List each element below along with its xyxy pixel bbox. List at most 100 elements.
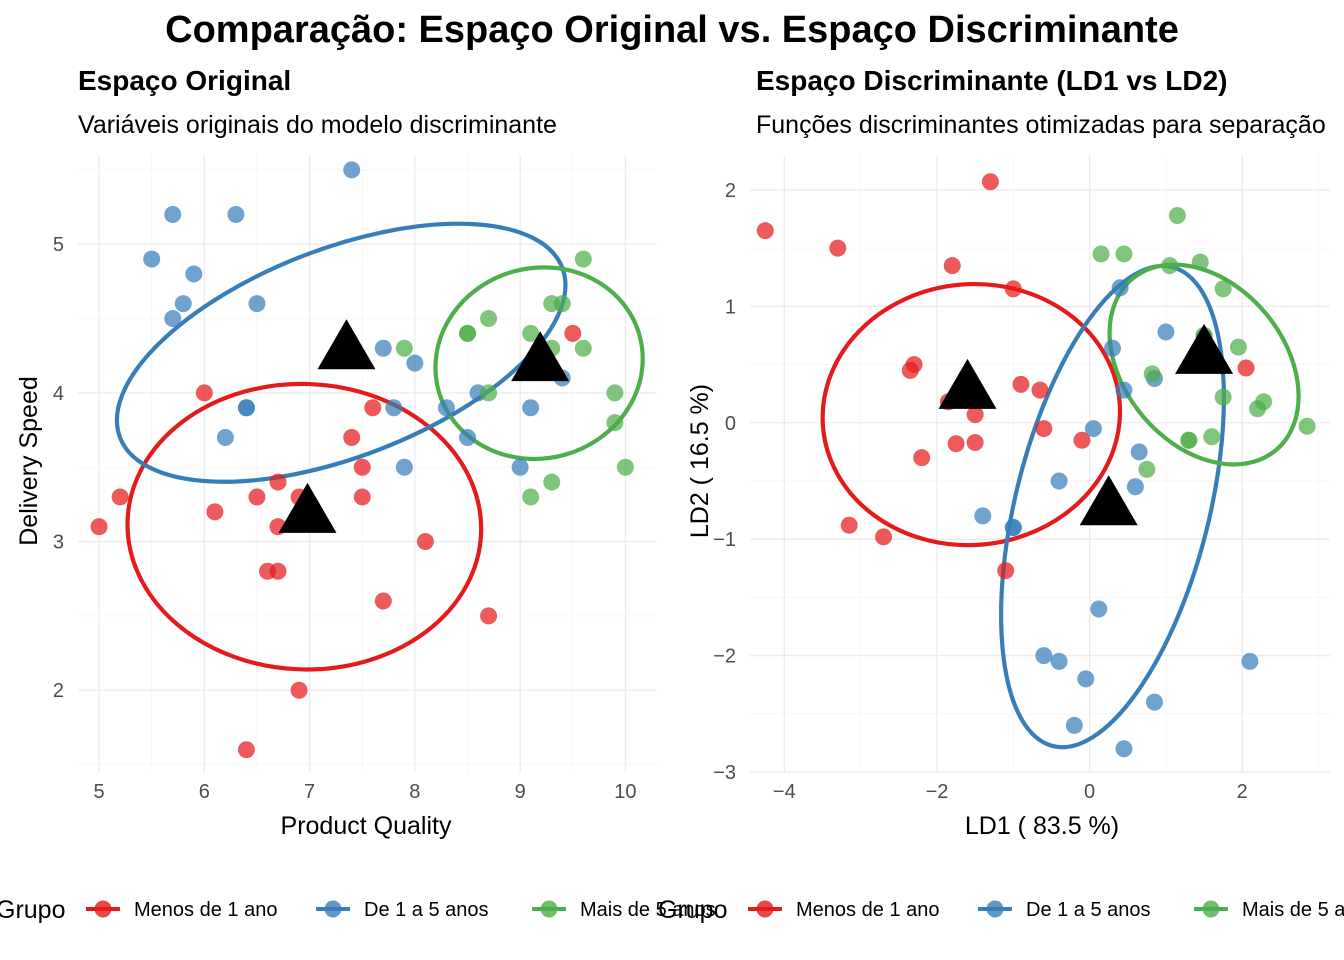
legend-key-point xyxy=(756,900,774,918)
point-menos-de-1-ano xyxy=(943,257,961,275)
point-de-1-a-5-anos xyxy=(395,458,413,476)
y-tick-label: 3 xyxy=(53,532,64,554)
point-mais-de-5-anos xyxy=(1229,338,1247,356)
ellipse-menos-de-1-ano xyxy=(820,281,1123,548)
point-de-1-a-5-anos xyxy=(164,205,182,223)
centroid-de-1-a-5-anos xyxy=(1079,475,1138,526)
point-mais-de-5-anos xyxy=(480,384,498,402)
point-mais-de-5-anos xyxy=(1143,365,1161,383)
point-de-1-a-5-anos xyxy=(1111,279,1129,297)
panel-original: Espaço Original Variáveis originais do m… xyxy=(15,65,657,840)
point-menos-de-1-ano xyxy=(364,399,382,417)
point-de-1-a-5-anos xyxy=(1065,716,1083,734)
point-de-1-a-5-anos xyxy=(1084,420,1102,438)
legend-item-menos-de-1-ano: Menos de 1 ano xyxy=(86,899,277,921)
point-mais-de-5-anos xyxy=(1115,245,1133,263)
point-menos-de-1-ano xyxy=(1004,280,1022,298)
y-tick-label: 4 xyxy=(53,383,64,405)
point-menos-de-1-ano xyxy=(966,406,984,424)
legend-title: Grupo xyxy=(0,896,65,924)
legend-key-point xyxy=(324,900,342,918)
point-de-1-a-5-anos xyxy=(1115,740,1133,758)
ellipses-original xyxy=(114,221,645,672)
point-de-1-a-5-anos xyxy=(164,310,182,328)
y-tick-label: 5 xyxy=(53,234,64,256)
y-ticks-discriminant: −3 −2 −1 0 1 2 xyxy=(713,180,736,784)
point-de-1-a-5-anos xyxy=(974,507,992,525)
legend-item-mais-de-5-anos: Mais de 5 anos xyxy=(532,899,716,921)
point-menos-de-1-ano xyxy=(353,458,371,476)
point-menos-de-1-ano xyxy=(1035,420,1053,438)
point-de-1-a-5-anos xyxy=(1126,478,1144,496)
y-tick-label: 2 xyxy=(53,680,64,702)
x-tick-label: 7 xyxy=(304,781,315,803)
point-mais-de-5-anos xyxy=(1180,431,1198,449)
point-de-1-a-5-anos xyxy=(1157,323,1175,341)
point-de-1-a-5-anos xyxy=(237,399,255,417)
point-de-1-a-5-anos xyxy=(374,339,392,357)
y-axis-label-discriminant: LD2 ( 16.5 %) xyxy=(686,384,714,538)
legend-label: De 1 a 5 anos xyxy=(364,899,489,921)
point-menos-de-1-ano xyxy=(269,562,287,580)
x-ticks-discriminant: −4 −2 0 2 xyxy=(773,781,1248,803)
point-menos-de-1-ano xyxy=(1073,431,1091,449)
figure-title: Comparação: Espaço Original vs. Espaço D… xyxy=(165,9,1179,51)
point-menos-de-1-ano xyxy=(1012,375,1030,393)
y-tick-label: −2 xyxy=(713,646,736,668)
point-mais-de-5-anos xyxy=(1138,460,1156,478)
point-de-1-a-5-anos xyxy=(143,250,161,268)
centroid-mais-de-5-anos xyxy=(1175,323,1234,374)
point-menos-de-1-ano xyxy=(206,503,224,521)
point-mais-de-5-anos xyxy=(1092,245,1110,263)
point-menos-de-1-ano xyxy=(997,562,1015,580)
legend-key-point xyxy=(1202,900,1220,918)
legend-label: Mais de 5 anos xyxy=(1242,899,1344,921)
point-de-1-a-5-anos xyxy=(1090,600,1108,618)
point-de-1-a-5-anos xyxy=(1050,652,1068,670)
y-tick-label: −3 xyxy=(713,762,736,784)
ellipses-discriminant xyxy=(820,262,1301,750)
point-mais-de-5-anos xyxy=(553,295,571,313)
x-tick-label: 8 xyxy=(409,781,420,803)
panel-subtitle-original: Variáveis originais do modelo discrimina… xyxy=(78,111,557,139)
ellipse-mais-de-5-anos xyxy=(433,265,645,462)
point-menos-de-1-ano xyxy=(416,533,434,551)
y-axis-label-original: Delivery Speed xyxy=(15,376,43,546)
point-menos-de-1-ano xyxy=(905,356,923,374)
legend-key-point xyxy=(94,900,112,918)
point-de-1-a-5-anos xyxy=(437,399,455,417)
point-menos-de-1-ano xyxy=(269,473,287,491)
y-tick-label: 2 xyxy=(725,180,736,202)
centroid-menos-de-1-ano xyxy=(938,358,997,409)
point-de-1-a-5-anos xyxy=(1050,472,1068,490)
point-menos-de-1-ano xyxy=(343,428,361,446)
legend-title: Grupo xyxy=(658,896,727,924)
centroid-mais-de-5-anos xyxy=(511,331,570,382)
x-ticks-original: 5 6 7 8 9 10 xyxy=(93,781,636,803)
legend-original: Grupo Menos de 1 ano De 1 a 5 anos Mais de … xyxy=(0,896,716,924)
point-de-1-a-5-anos xyxy=(511,458,529,476)
point-mais-de-5-anos xyxy=(522,488,540,506)
x-tick-label: 0 xyxy=(1084,781,1095,803)
panel-title-original: Espaço Original xyxy=(78,65,291,96)
x-tick-label: 9 xyxy=(515,781,526,803)
point-de-1-a-5-anos xyxy=(343,161,361,179)
point-mais-de-5-anos xyxy=(1298,417,1316,435)
x-tick-label: 2 xyxy=(1237,781,1248,803)
point-menos-de-1-ano xyxy=(875,528,893,546)
point-mais-de-5-anos xyxy=(395,339,413,357)
legend-item-de-1-a-5-anos: De 1 a 5 anos xyxy=(978,899,1151,921)
x-axis-label-original: Product Quality xyxy=(281,812,452,840)
point-menos-de-1-ano xyxy=(290,681,308,699)
point-menos-de-1-ano xyxy=(353,488,371,506)
y-tick-label: −1 xyxy=(713,529,736,551)
y-ticks-original: 2 3 4 5 xyxy=(53,234,64,702)
point-menos-de-1-ano xyxy=(374,592,392,610)
centroid-menos-de-1-ano xyxy=(278,482,337,533)
point-menos-de-1-ano xyxy=(981,173,999,191)
legend-item-mais-de-5-anos: Mais de 5 anos xyxy=(1194,899,1344,921)
point-de-1-a-5-anos xyxy=(385,399,403,417)
legend-label: Menos de 1 ano xyxy=(796,899,939,921)
y-tick-label: 0 xyxy=(725,413,736,435)
point-mais-de-5-anos xyxy=(1203,428,1221,446)
